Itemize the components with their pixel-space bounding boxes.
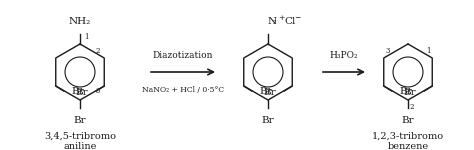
Text: Br: Br bbox=[72, 87, 84, 96]
Text: 1: 1 bbox=[426, 47, 430, 55]
Text: Br: Br bbox=[259, 87, 272, 96]
Text: H₃PO₂: H₃PO₂ bbox=[330, 51, 358, 60]
Text: Br: Br bbox=[264, 87, 276, 96]
Text: ₂: ₂ bbox=[273, 17, 277, 26]
Text: 3,4,5-tribromo
aniline: 3,4,5-tribromo aniline bbox=[44, 132, 116, 150]
Text: 1,2,3-tribromo
benzene: 1,2,3-tribromo benzene bbox=[372, 132, 444, 150]
Text: Br: Br bbox=[400, 87, 412, 96]
Text: Br: Br bbox=[401, 116, 414, 125]
Text: 2: 2 bbox=[410, 103, 414, 111]
Text: 3: 3 bbox=[386, 47, 390, 55]
Text: −: − bbox=[294, 14, 301, 22]
Text: 3: 3 bbox=[96, 87, 100, 95]
Text: NH₂: NH₂ bbox=[69, 17, 91, 26]
Text: Br: Br bbox=[73, 116, 86, 125]
Text: 1: 1 bbox=[84, 33, 89, 41]
Text: Br: Br bbox=[76, 87, 89, 96]
Text: N: N bbox=[268, 17, 277, 26]
Text: Br: Br bbox=[404, 87, 417, 96]
Text: Diazotization: Diazotization bbox=[153, 51, 213, 60]
Text: +: + bbox=[278, 14, 284, 22]
Text: Cl: Cl bbox=[284, 17, 295, 26]
Text: NaNO₂ + HCl / 0·5°C: NaNO₂ + HCl / 0·5°C bbox=[142, 86, 224, 94]
Text: Br: Br bbox=[262, 116, 274, 125]
Text: 2: 2 bbox=[96, 47, 100, 55]
